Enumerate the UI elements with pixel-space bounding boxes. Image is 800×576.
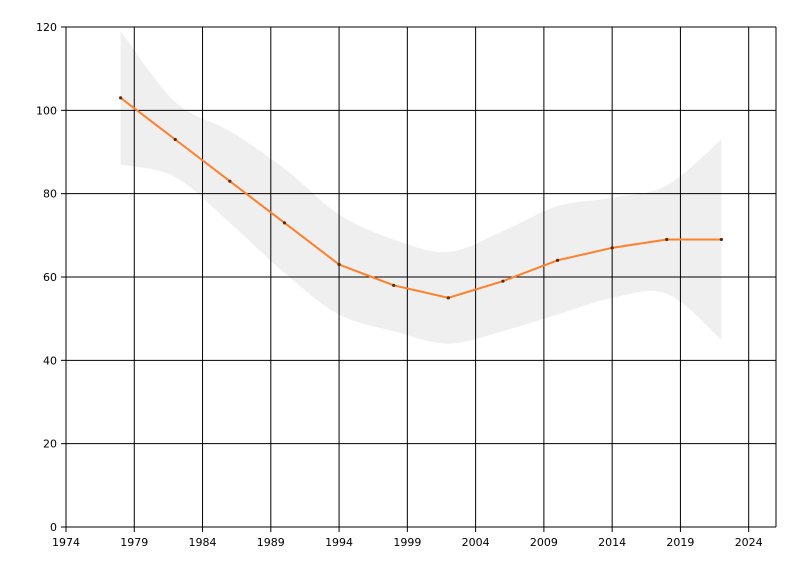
x-tick-label: 2009 — [530, 536, 558, 549]
x-tick-label: 2004 — [462, 536, 490, 549]
x-tick-label: 1999 — [393, 536, 421, 549]
data-point — [392, 283, 396, 287]
series-line-layer — [120, 97, 722, 299]
data-point — [337, 262, 341, 267]
data-point — [610, 246, 614, 250]
y-tick-label: 60 — [43, 271, 57, 284]
series-points-layer — [119, 96, 723, 300]
x-tick-label: 2024 — [735, 536, 763, 549]
y-tick-label: 120 — [36, 21, 57, 34]
axes-layer — [61, 26, 776, 532]
x-tick-label: 1974 — [52, 536, 80, 549]
series-line — [120, 97, 722, 299]
y-tick-label: 0 — [50, 521, 57, 534]
data-point — [446, 296, 450, 300]
x-tick-label: 1984 — [189, 536, 217, 549]
y-tick-label: 100 — [36, 104, 57, 117]
data-point — [555, 258, 560, 262]
data-point — [719, 237, 723, 242]
data-point — [173, 137, 177, 142]
confidence-band — [120, 31, 722, 344]
x-tick-label: 1979 — [120, 536, 148, 549]
x-tick-label: 1994 — [325, 536, 353, 549]
y-tick-label: 20 — [43, 438, 57, 451]
data-point — [665, 237, 669, 242]
data-point — [119, 96, 123, 100]
x-tick-label: 2014 — [598, 536, 626, 549]
data-point — [228, 179, 232, 183]
y-tick-label: 40 — [43, 354, 57, 367]
x-tick-label: 2019 — [666, 536, 694, 549]
data-point — [501, 279, 505, 283]
confidence-band-layer — [120, 31, 722, 344]
data-point — [282, 221, 287, 225]
tick-labels-layer: 1974 1979 1984 1989 1994 1999 2004 2009 2014 2019… — [36, 21, 763, 549]
x-tick-label: 1989 — [257, 536, 285, 549]
y-tick-label: 80 — [43, 188, 57, 201]
